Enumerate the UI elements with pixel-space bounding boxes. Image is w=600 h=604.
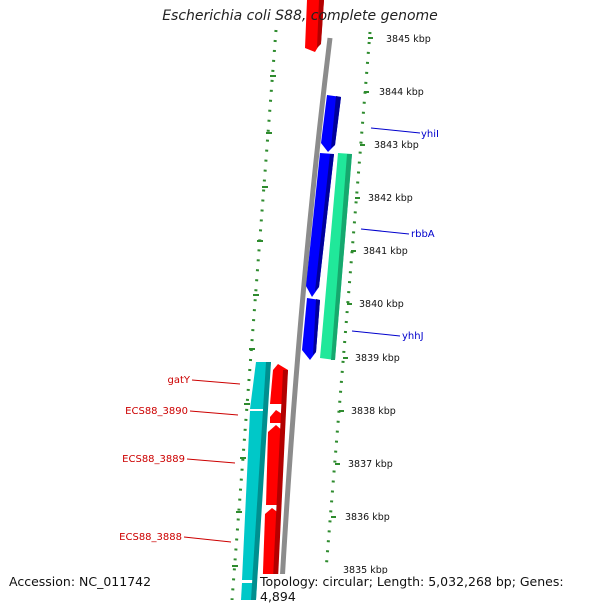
scale-label: 3837 kbp xyxy=(348,459,393,470)
forward-leader-lines xyxy=(183,379,241,543)
topology-text: Topology: circular; Length: 5,032,268 bp… xyxy=(258,574,600,604)
genome-backbone xyxy=(278,37,333,600)
gene-label-gatY: gatY xyxy=(167,375,190,386)
forward-gene-labels: gatY ECS88_3890 ECS88_3889 ECS88_3888 xyxy=(119,375,191,543)
gene-aqua-shade xyxy=(331,154,352,360)
scale-label: 3843 kbp xyxy=(374,140,419,151)
gene-label-ECS88-3889: ECS88_3889 xyxy=(122,454,185,465)
scale-label: 3838 kbp xyxy=(351,406,396,417)
scale-label: 3842 kbp xyxy=(368,193,413,204)
gene-aqua-shade xyxy=(251,362,271,600)
gene-label-rbbA: rbbA xyxy=(411,229,435,240)
scale-label: 3844 kbp xyxy=(379,87,424,98)
gene-arrow-top-shade xyxy=(317,0,324,48)
scale-label: 3835 kbp xyxy=(343,565,388,576)
gene-label-ECS88-3888: ECS88_3888 xyxy=(119,532,182,543)
gene-label-yhiI: yhiI xyxy=(421,129,439,140)
outer-major-ticks xyxy=(331,37,373,518)
reverse-leader-lines xyxy=(351,127,421,337)
accession-text: Accession: NC_011742 xyxy=(7,574,154,589)
gene-rbbA-shade xyxy=(315,154,334,291)
gene-label-ECS88-3890: ECS88_3890 xyxy=(125,406,188,417)
reverse-gene-labels: yhiI rbbA yhhJ xyxy=(402,129,439,342)
gene-yhhJ-shade xyxy=(313,299,320,355)
scale-label: 3839 kbp xyxy=(355,353,400,364)
scale-label: 3836 kbp xyxy=(345,512,390,523)
scale-label: 3845 kbp xyxy=(386,34,431,45)
gene-aqua-lower-1 xyxy=(242,411,265,580)
gene-yhiI-shade xyxy=(331,96,341,148)
gene-red-lower-shade xyxy=(272,370,288,600)
scale-label: 3840 kbp xyxy=(359,299,404,310)
gene-label-yhhJ: yhhJ xyxy=(402,331,424,342)
map-title: Escherichia coli S88, complete genome xyxy=(162,8,438,24)
scale-labels: 3845 kbp 3844 kbp 3843 kbp 3842 kbp 3841… xyxy=(343,34,431,576)
inner-major-ticks xyxy=(232,75,276,567)
scale-label: 3841 kbp xyxy=(363,246,408,257)
